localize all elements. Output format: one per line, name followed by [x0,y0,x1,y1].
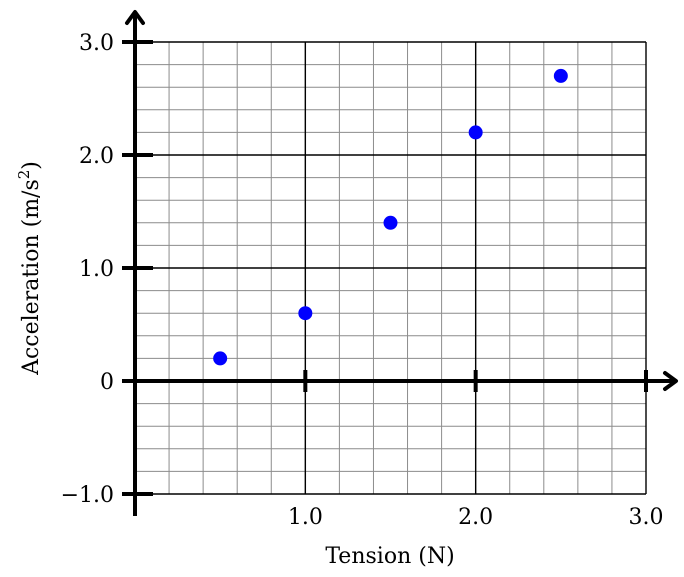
data-point [553,68,568,83]
y-axis-label: Acceleration (m/s2) [15,161,44,376]
tick-marks [122,40,648,496]
y-tick-label: 3.0 [79,31,114,56]
x-tick-labels: 1.0 2.0 3.0 [288,505,664,530]
y-tick-labels: −1.0 0 1.0 2.0 3.0 [61,31,114,508]
data-point [383,215,398,230]
x-tick-label: 3.0 [629,505,664,530]
y-tick-label: 1.0 [79,257,114,282]
x-tick-label: 2.0 [458,505,493,530]
x-axis-label: Tension (N) [325,544,454,569]
axes [125,10,678,516]
data-point [468,125,483,140]
x-tick-label: 1.0 [288,505,323,530]
data-point [213,351,228,366]
data-points [213,68,568,366]
data-point [298,306,313,321]
x-axis-arrowhead [663,371,678,391]
y-tick-label: −1.0 [61,483,114,508]
y-tick-label: 2.0 [79,144,114,169]
y-axis-arrowhead [125,10,145,25]
y-tick-label: 0 [100,370,114,395]
